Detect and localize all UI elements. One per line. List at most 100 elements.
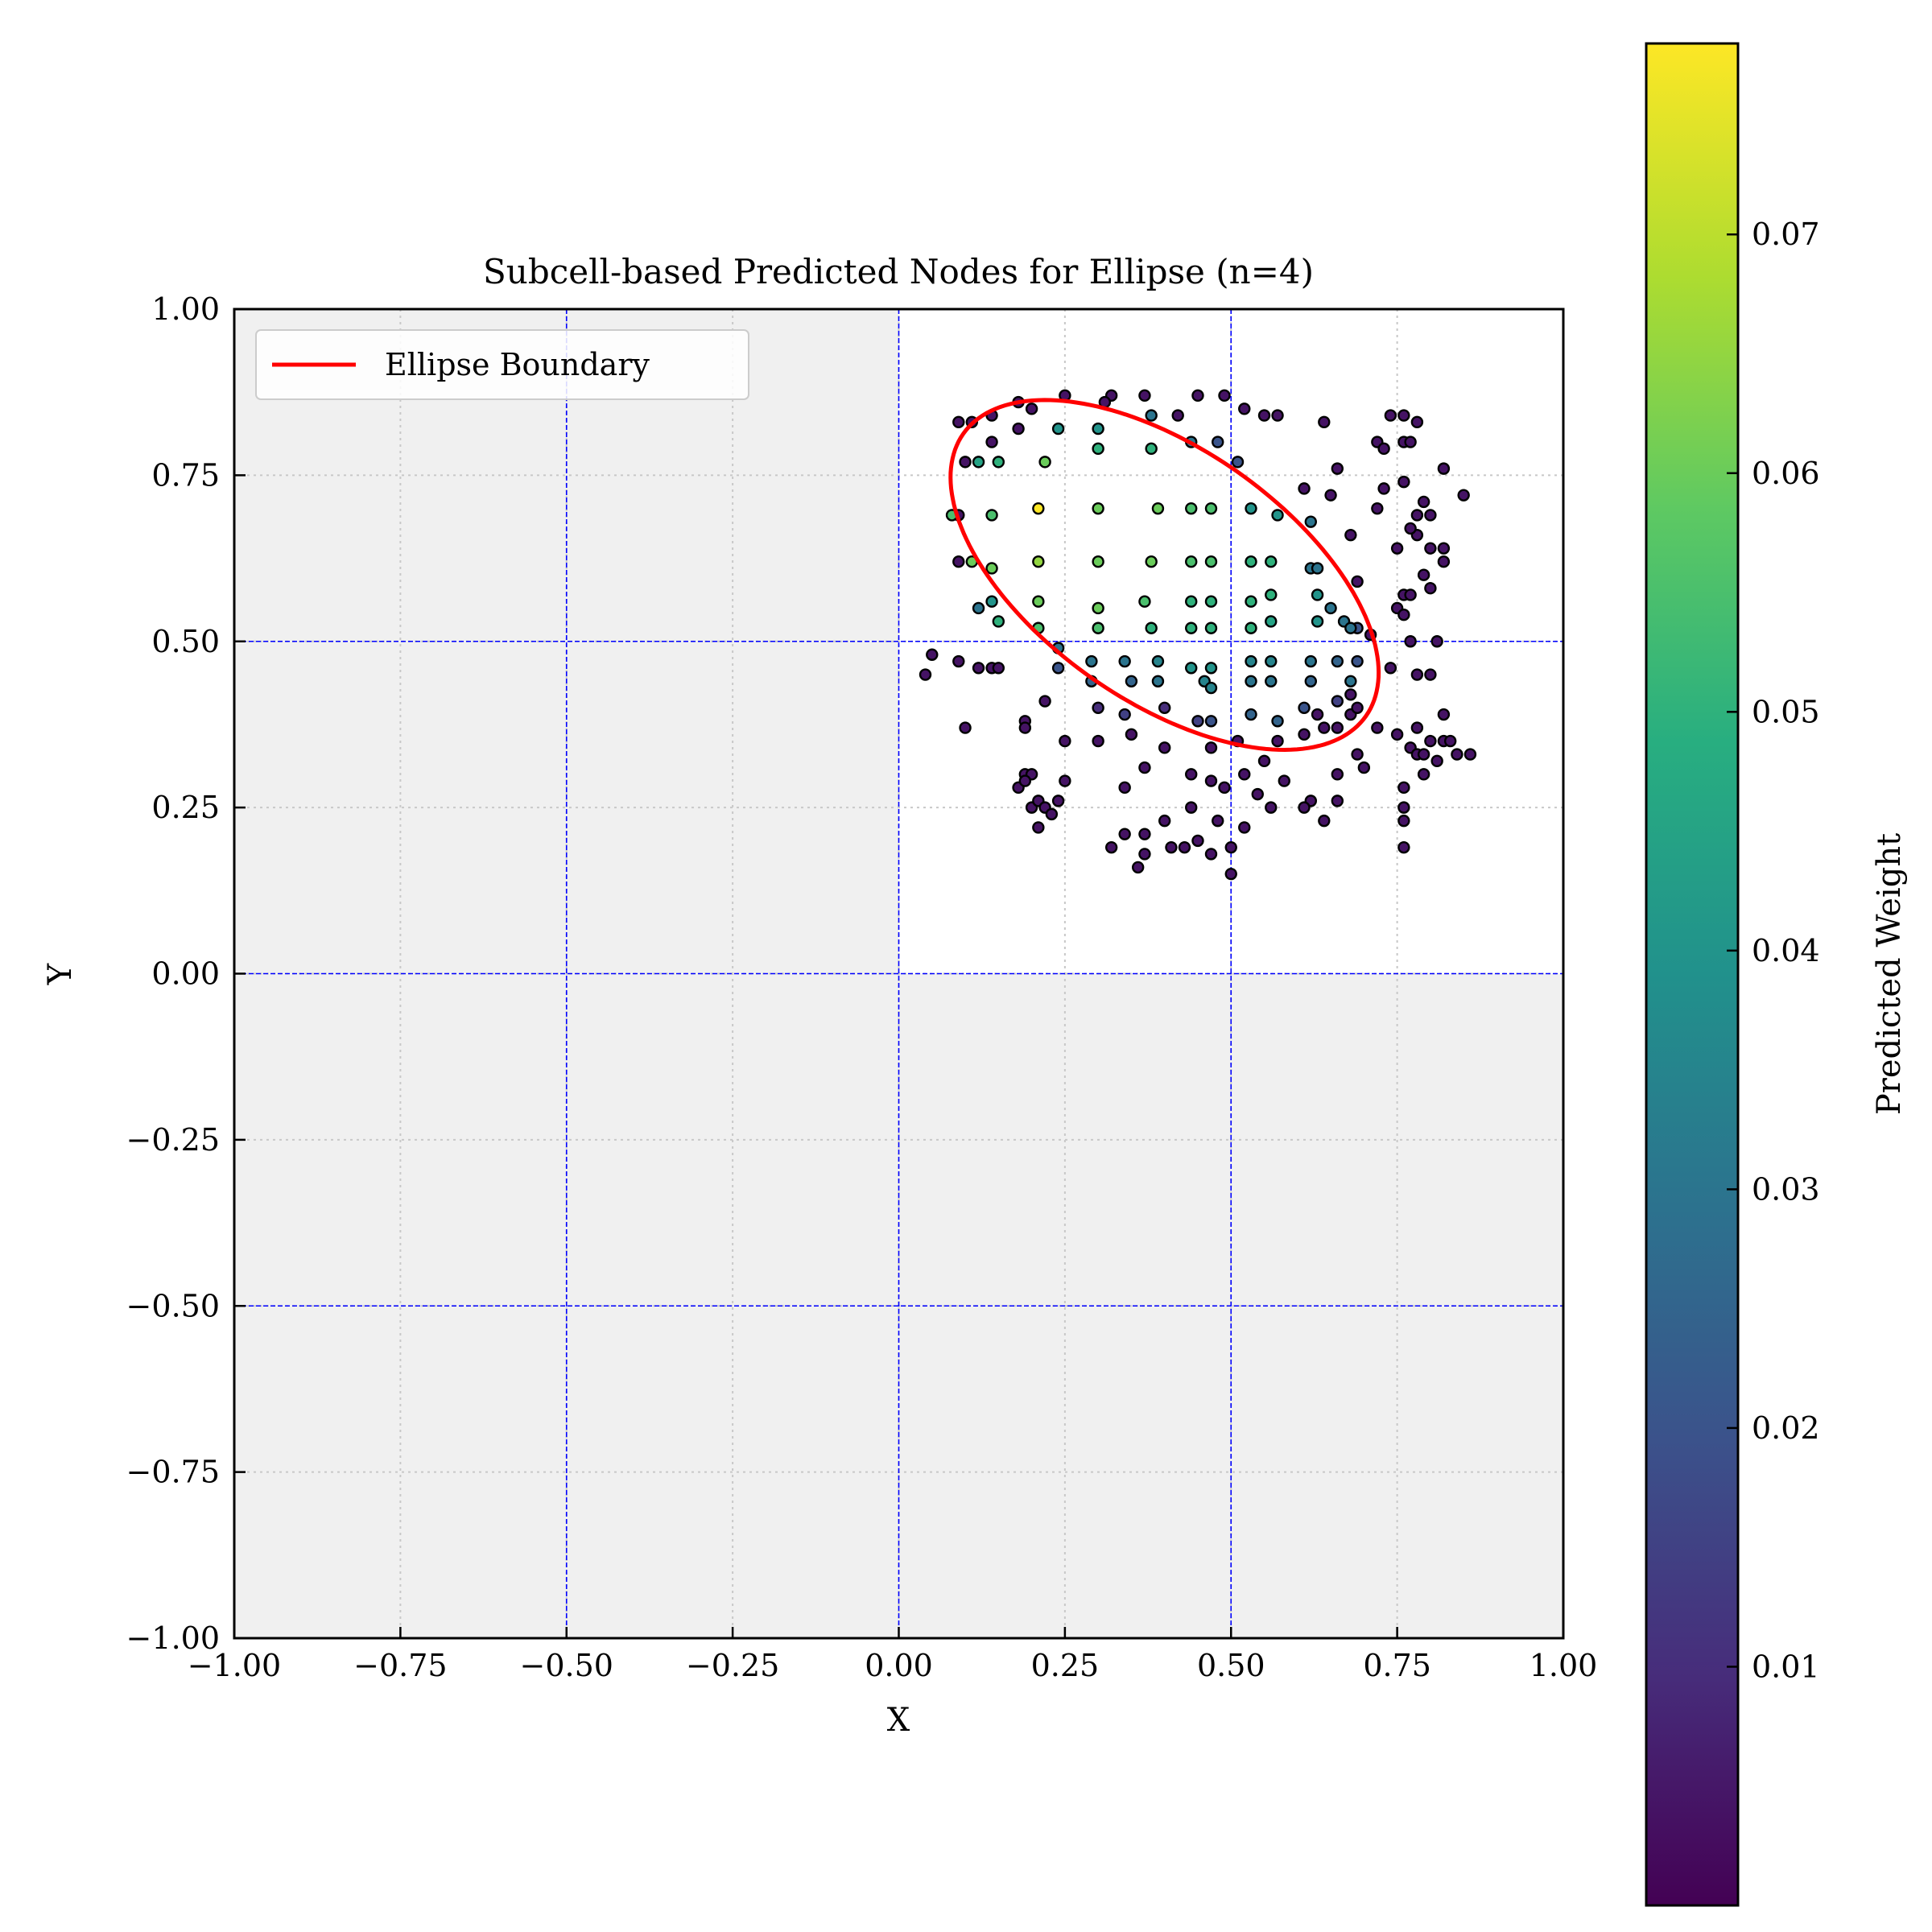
- y-tick-labels: −1.00 −0.75 −0.50 −0.25 0.00 0.25 0.50 0.75 1.00: [126, 291, 220, 1656]
- scatter-point: [1032, 555, 1045, 568]
- scatter-point: [1404, 436, 1417, 448]
- scatter-point: [1125, 728, 1138, 741]
- legend-label-ellipse-boundary: Ellipse Boundary: [385, 347, 650, 382]
- scatter-point: [1165, 840, 1178, 854]
- scatter-point: [1059, 734, 1071, 748]
- x-tick-label: −1.00: [188, 1648, 281, 1683]
- scatter-point: [1125, 675, 1138, 687]
- scatter-point: [1377, 482, 1390, 495]
- scatter-point: [1231, 456, 1245, 469]
- scatter-point: [1324, 489, 1337, 502]
- scatter-point: [1145, 409, 1158, 422]
- scatter-point: [1331, 768, 1344, 781]
- scatter-point: [1331, 695, 1344, 708]
- colorbar-tick-label: 0.05: [1752, 694, 1820, 729]
- scatter-point: [1430, 635, 1443, 648]
- scatter-point: [1092, 502, 1104, 515]
- scatter-point: [992, 615, 1005, 628]
- x-axis-label: X: [887, 1702, 910, 1739]
- scatter-point: [1417, 568, 1430, 581]
- scatter-point: [1218, 389, 1231, 402]
- scatter-point: [1032, 821, 1045, 834]
- legend: Ellipse Boundary: [255, 329, 749, 400]
- scatter-point: [1018, 774, 1032, 787]
- scatter-point: [1318, 721, 1331, 734]
- scatter-point: [959, 721, 972, 734]
- scatter-point: [1265, 555, 1278, 568]
- scatter-point: [1118, 654, 1131, 668]
- scatter-point: [1012, 422, 1025, 436]
- scatter-point: [1265, 615, 1278, 628]
- scatter-point: [1304, 654, 1318, 668]
- scatter-point: [1245, 654, 1257, 668]
- scatter-point: [1437, 708, 1451, 721]
- subcell-lines: [234, 309, 1563, 1638]
- colorbar: 0.01 0.02 0.03 0.04 0.05 0.06 0.07 Predicted W…: [1645, 42, 1908, 1907]
- scatter-point: [1238, 821, 1251, 834]
- scatter-point: [1204, 662, 1218, 675]
- scatter-point: [1038, 456, 1051, 469]
- scatter-point: [1344, 621, 1357, 634]
- scatter-point: [1224, 867, 1237, 881]
- scatter-point: [1185, 801, 1198, 814]
- scatter-point: [1324, 601, 1337, 615]
- chart-title: Subcell-based Predicted Nodes for Ellips…: [483, 252, 1314, 291]
- scatter-point: [1118, 828, 1131, 840]
- scatter-point: [1271, 715, 1284, 728]
- plot-area: [233, 308, 1565, 1640]
- y-tick-label: 0.50: [151, 624, 220, 659]
- scatter-point: [1051, 422, 1065, 436]
- scatter-point: [1371, 502, 1384, 515]
- x-tick-label: 0.25: [1031, 1648, 1100, 1683]
- scatter-point: [1138, 761, 1151, 774]
- scatter-point: [1204, 715, 1218, 728]
- scatter-point: [1185, 768, 1198, 781]
- scatter-point: [972, 601, 985, 615]
- scatter-point: [1138, 595, 1151, 608]
- scatter-point: [1185, 662, 1198, 675]
- scatter-point: [992, 456, 1005, 469]
- scatter-point: [1191, 715, 1204, 728]
- scatter-point: [1257, 754, 1271, 768]
- scatter-point: [985, 436, 998, 448]
- scatter-point: [1245, 502, 1257, 515]
- scatter-point: [1331, 654, 1344, 668]
- scatter-point: [1204, 681, 1218, 695]
- scatter-point: [1191, 834, 1204, 848]
- scatter-point: [952, 555, 965, 568]
- scatter-point: [1357, 761, 1371, 774]
- scatter-point: [985, 562, 998, 575]
- scatter-point: [1131, 861, 1145, 874]
- scatter-point: [985, 509, 998, 522]
- scatter-point: [1245, 708, 1257, 721]
- scatter-point: [1410, 509, 1424, 522]
- scatter-point: [1257, 409, 1271, 422]
- colorbar-label: Predicted Weight: [1871, 833, 1908, 1115]
- scatter-point: [1204, 848, 1218, 861]
- scatter-point: [1417, 768, 1430, 781]
- scatter-point: [1397, 409, 1410, 422]
- scatter-point: [1344, 688, 1357, 701]
- scatter-point: [1351, 748, 1364, 761]
- scatter-point: [1437, 462, 1451, 475]
- scatter-point: [1404, 635, 1417, 648]
- scatter-point: [1397, 801, 1410, 814]
- scatter-point: [1092, 734, 1104, 748]
- scatter-point: [919, 668, 932, 681]
- colorbar-tick-label: 0.02: [1752, 1410, 1820, 1446]
- scatter-point: [1085, 654, 1098, 668]
- scatter-point: [1238, 402, 1251, 415]
- colorbar-ticks: 0.01 0.02 0.03 0.04 0.05 0.06 0.07: [1727, 217, 1820, 1684]
- scatter-point: [1430, 754, 1443, 768]
- scatter-points: [919, 389, 1477, 881]
- scatter-point: [1158, 741, 1171, 754]
- scatter-point: [1151, 675, 1165, 687]
- scatter-point: [926, 648, 939, 661]
- x-tick-labels: −1.00 −0.75 −0.50 −0.25 0.00 0.25 0.50 0.75 1.00: [188, 1648, 1598, 1683]
- y-tick-label: 0.75: [151, 457, 220, 493]
- scatter-point: [1311, 708, 1324, 721]
- scatter-point: [1304, 515, 1318, 528]
- scatter-point: [1045, 807, 1059, 821]
- scatter-point: [1265, 654, 1278, 668]
